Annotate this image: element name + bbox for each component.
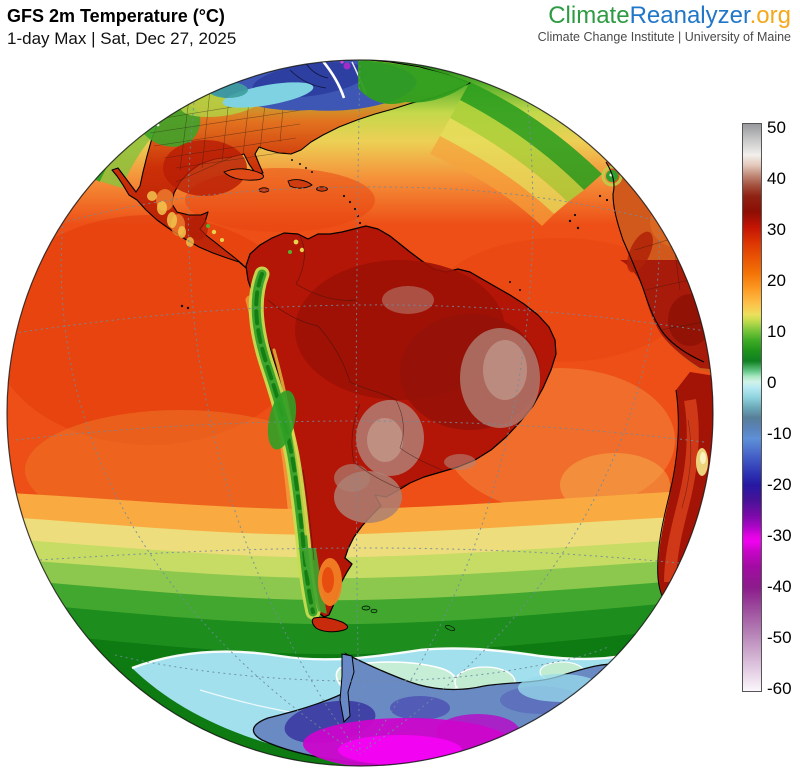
logo-part-1: Reanalyzer [629,2,750,29]
page-title: GFS 2m Temperature (°C) [7,6,225,26]
colorbar-tick-label: -10 [767,424,792,443]
logo-tagline: Climate Change Institute | University of… [537,30,791,45]
colorbar-tick-label: -30 [767,526,792,545]
graticule [7,60,713,755]
colorbar-tick-label: -60 [767,679,792,698]
colorbar-tick-label: 20 [767,271,786,290]
logo-part-0: Climate [548,2,630,29]
antarctica [131,647,668,766]
falkland-islands [361,605,371,611]
colorbar-tick-label: -50 [767,628,792,647]
temperature-colorbar: 50 40 30 20 10 0 -10 -20 -30 -40 -50 -60 [742,118,792,698]
colorbar-tick-label: -20 [767,475,792,494]
colorbar-tick-label: -40 [767,577,792,596]
logo-wordmark[interactable]: ClimateReanalyzer.org [538,2,791,29]
site-logo[interactable]: ClimateReanalyzer.org Climate Change Ins… [537,2,791,45]
globe-outline [6,59,714,767]
colorbar-tick-label: 10 [767,322,786,341]
tierra-del-fuego [311,616,349,633]
ocean-islands [180,194,609,310]
sa-country-borders [267,235,443,561]
colorbar-tick-label: 0 [767,373,777,392]
header: GFS 2m Temperature (°C) 1-day Max | Sat,… [7,5,236,50]
page-subtitle: 1-day Max | Sat, Dec 27, 2025 [7,28,237,48]
mexico-highlands [147,189,224,247]
logo-part-2: .org [749,2,791,29]
east-canada-green [358,60,470,105]
north-atlantic-cool-bands [430,82,602,226]
colorbar-tick-label: 40 [767,169,786,188]
colorbar-tick-label: 50 [767,118,786,137]
colorbar-tick-label: 30 [767,220,786,239]
south-georgia-island [444,625,456,631]
north-america [111,60,471,269]
